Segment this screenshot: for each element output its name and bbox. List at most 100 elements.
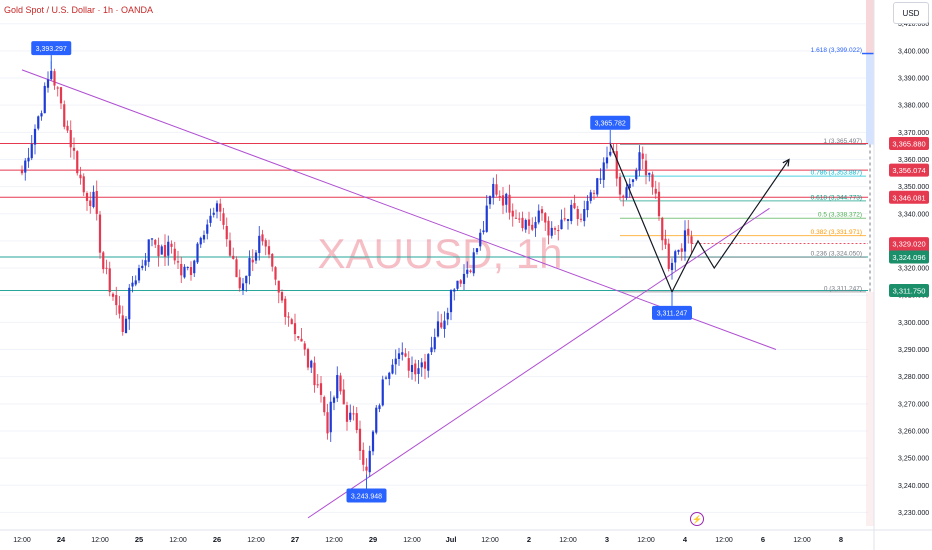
fib-label: 1.618 (3,399.022) [811,47,862,54]
candle-body [163,245,167,257]
price-axis[interactable]: 3,230.000 3,240.000 3,250.000 3,260.000 3,27… [873,0,932,550]
candle-body [95,191,98,214]
candle-body [420,362,423,368]
candle-body [167,241,170,256]
symbol-title[interactable]: Gold Spot / U.S. Dollar · 1h · OANDA [4,5,154,15]
fib-label: 0.5 (3,338.372) [818,212,862,219]
time-tick-label: 12:00 [325,537,343,544]
candle-body [570,204,573,222]
candle-body [488,196,492,205]
time-tick-label: Jul [446,535,457,544]
candle-body [355,413,358,431]
candle-body [469,270,472,272]
lightning-icon[interactable]: ⚡ [690,512,704,526]
candle-body [323,396,326,413]
candle-body [339,375,342,392]
candle-body [251,259,254,263]
candle-body [141,265,144,268]
currency-button[interactable]: USD [893,2,929,24]
candle-body [98,214,102,253]
candle-body [651,174,654,188]
candle-body [59,87,63,104]
fibonacci-retracement[interactable]: 1 (3,365.497) 0.786 (3,353.887) 0.618 (3,3… [620,47,874,293]
candle-body [254,252,258,261]
candle-body [284,298,287,317]
candle-body [137,268,141,281]
candle-body [430,347,433,353]
price-tag-label: 3,356.074 [892,166,925,175]
candle-body [544,213,547,223]
price-tick-label: 3,280.000 [898,374,929,381]
price-tick-label: 3,290.000 [898,347,929,354]
candle-body [462,273,466,284]
candle-body [63,104,66,127]
candle-body [417,368,420,375]
candle-body [313,362,316,386]
price-tick-label: 3,350.000 [898,184,929,191]
candle-body [82,176,85,193]
candle-body [212,212,215,215]
candle-body [622,195,625,197]
price-tick-label: 3,320.000 [898,266,929,273]
candle-body [690,236,693,244]
lower-band [866,291,874,526]
fib-label: 0 (3,311.247) [824,285,862,292]
candle-body [128,287,131,320]
candle-body [43,85,46,114]
candle-body [479,232,482,247]
price-tick-label: 3,250.000 [898,456,929,463]
candle-body [157,244,160,257]
price-axis-bands [866,0,874,526]
candle-body [79,174,82,179]
candle-body [521,217,524,229]
candle-body [618,176,622,195]
candle-body [27,157,30,162]
candle-body [85,193,89,201]
trendlines[interactable] [21,69,777,519]
candle-body [336,375,339,399]
candle-body [56,87,59,89]
candle-body [540,209,544,214]
time-tick-label: 12:00 [403,537,421,544]
candle-body [631,179,635,183]
candle-body [310,360,313,368]
candle-body [592,192,596,194]
candle-body [670,262,674,271]
candle-body [602,162,605,180]
candle-body [147,239,150,262]
candle-body [332,397,336,403]
candle-body [410,365,414,372]
candle-body [66,125,69,131]
price-axis-bg [874,0,932,550]
candle-body [505,193,508,205]
candle-body [482,230,485,233]
price-tag-label: 3,365.880 [892,140,925,149]
time-axis[interactable]: 12:00 24 12:00 25 12:00 26 12:00 27 12:00 29 12:00… [0,529,932,544]
arrow-head [782,158,790,167]
candle-body [306,349,310,368]
candle-body [553,228,557,230]
marker-label: 3,393.297 [36,46,67,53]
candle-body [235,259,238,278]
candle-body [199,237,202,245]
candle-body [381,379,384,406]
candle-body [576,208,579,219]
candle-body [300,338,303,342]
candle-body [466,269,469,274]
grid [0,23,868,513]
price-tag-label: 3,329.020 [892,240,925,249]
candle-body [427,354,430,371]
price-tick-label: 3,270.000 [898,401,929,408]
candle-body [37,116,40,129]
candle-body [641,153,644,159]
projection-path[interactable] [609,143,790,294]
price-tick-label: 3,300.000 [898,320,929,327]
candle-body [433,337,436,350]
candle-body [297,336,300,338]
candle-body [557,230,560,232]
candle-body [677,249,680,252]
candle-body [50,70,53,80]
candle-body [287,316,290,318]
candle-body [615,151,618,179]
